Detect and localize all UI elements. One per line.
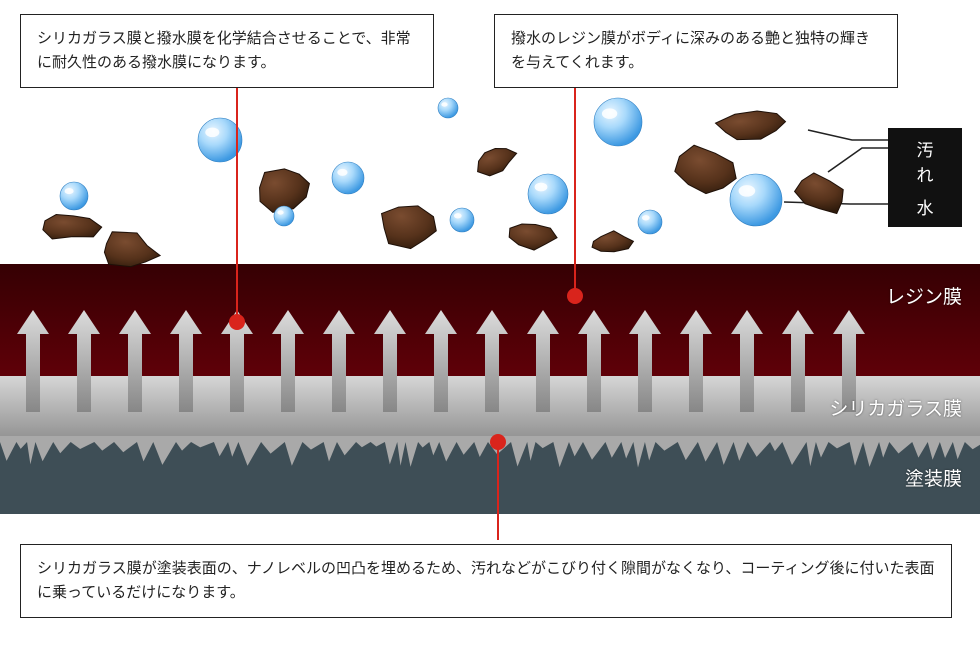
layer-label-silica: シリカガラス膜	[829, 394, 962, 421]
pointer-line-silica-fill	[497, 442, 499, 540]
callout-top-right: 撥水のレジン膜がボディに深みのある艶と独特の輝きを与えてくれます。	[494, 14, 898, 88]
diagram-stage: レジン膜 シリカガラス膜 塗装膜 シリカガラス膜と撥水膜を化学結合させることで、…	[0, 0, 980, 646]
callout-bottom: シリカガラス膜が塗装表面の、ナノレベルの凹凸を埋めるため、汚れなどがこびり付く隙…	[20, 544, 952, 618]
layer-label-paint: 塗装膜	[905, 464, 962, 491]
callout-top-left: シリカガラス膜と撥水膜を化学結合させることで、非常に耐久性のある撥水膜になります…	[20, 14, 434, 88]
pointer-line-resin-gloss-v	[574, 76, 576, 296]
pointer-line-resin-bond	[236, 76, 238, 322]
legend-dirt: 汚れ	[888, 128, 962, 194]
legend-water: 水	[888, 186, 962, 227]
layer-label-resin: レジン膜	[886, 282, 962, 309]
